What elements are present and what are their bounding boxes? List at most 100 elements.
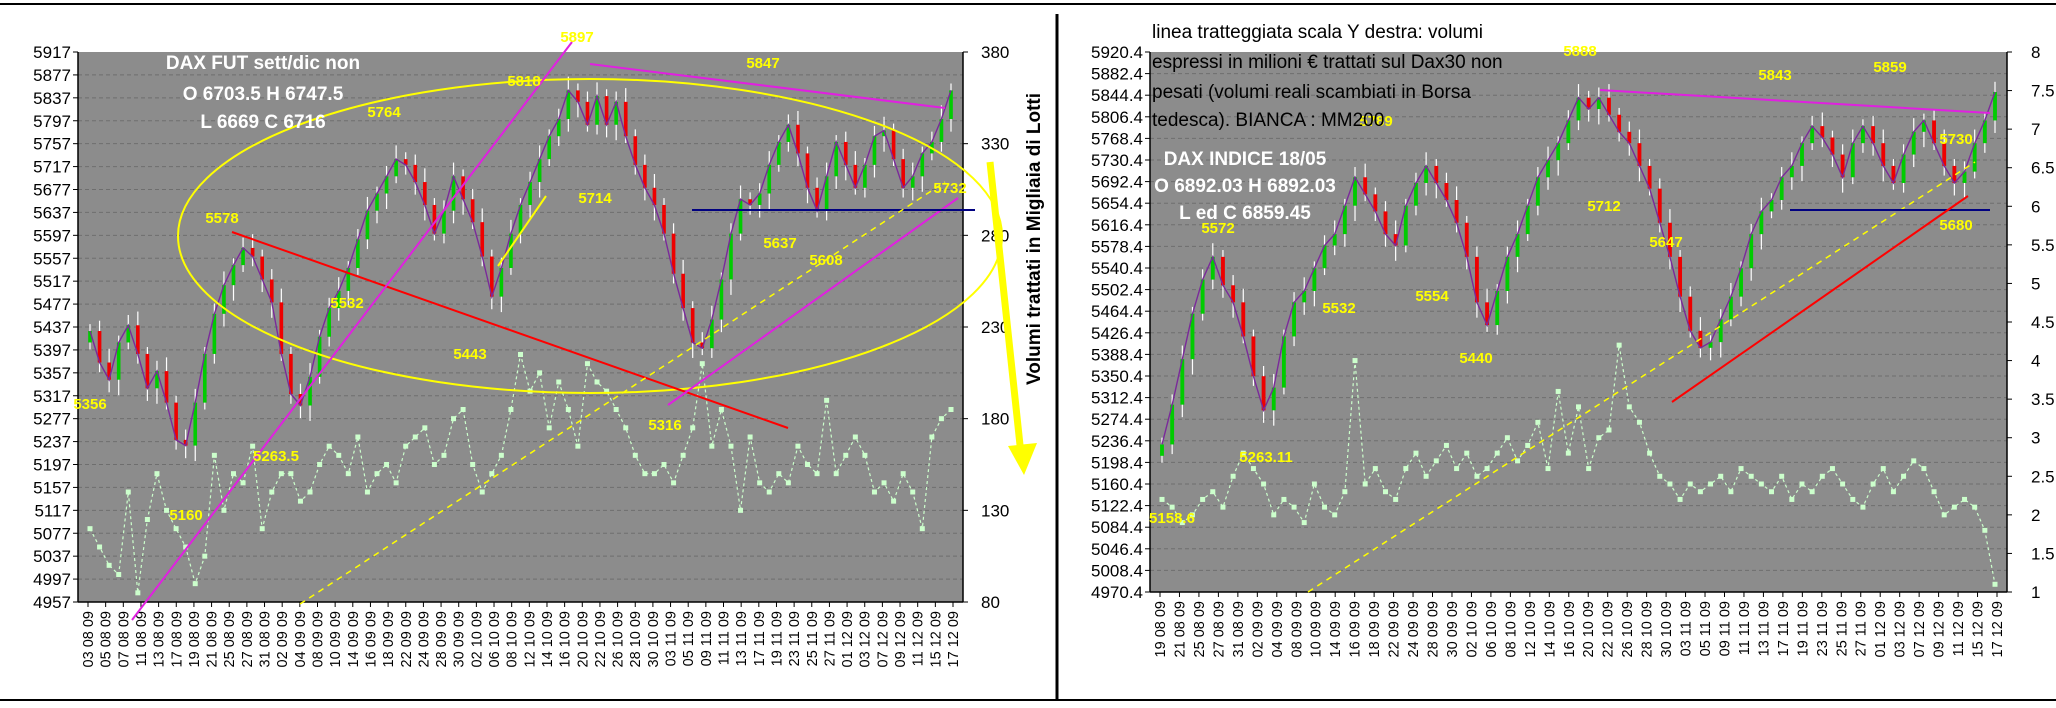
left-volume-point xyxy=(97,544,103,550)
right-volume-point xyxy=(1657,473,1663,479)
right-volume-point xyxy=(1779,473,1785,479)
left-volume-point xyxy=(231,471,236,477)
left-volume-point xyxy=(642,471,648,477)
right-volume-point xyxy=(1962,496,1968,502)
right-volume-point xyxy=(1901,473,1907,479)
right-volume-point xyxy=(1555,388,1561,394)
right-ytick-label: 5350.4 xyxy=(1091,367,1143,386)
right-volume-point xyxy=(1393,496,1399,502)
right-xtick-label: 21 08 09 xyxy=(1172,601,1188,657)
right-xtick-label: 17 12 09 xyxy=(1990,601,2006,657)
right-candle-body xyxy=(1617,114,1622,132)
left-volume-point xyxy=(910,489,916,495)
left-xtick-label: 03 12 09 xyxy=(858,611,874,667)
right-xtick-label: 01 12 09 xyxy=(1873,601,1889,657)
right-candle-body xyxy=(1708,342,1713,348)
left-volume-point xyxy=(508,407,514,412)
right-candle-body xyxy=(1962,171,1967,183)
right-xtick-label: 08 09 09 xyxy=(1289,601,1305,657)
right-volume-point xyxy=(1413,450,1419,456)
right-volume-point xyxy=(1738,466,1744,472)
right-price-annotations: 5888 5843 5859 5789 5730 5712 5647 5680 5572 5554… xyxy=(1149,43,1973,527)
right-rtick-label: 2 xyxy=(2031,506,2040,525)
left-volume-point xyxy=(814,471,820,477)
left-volume-point xyxy=(250,443,256,449)
left-rtick-label: 380 xyxy=(981,43,1009,62)
left-candle-body xyxy=(757,193,762,205)
right-info-line: L ed C 6859.45 xyxy=(1179,203,1311,224)
left-candle-body xyxy=(145,353,150,389)
left-ytick-label: 5797 xyxy=(33,112,71,131)
right-volume-point xyxy=(1230,473,1236,479)
right-candle-body xyxy=(1759,211,1764,235)
right-candle-body xyxy=(1505,256,1510,291)
left-candle-body xyxy=(528,182,532,205)
left-volume-point xyxy=(651,471,657,477)
right-volume-point xyxy=(1169,504,1175,510)
left-candle-body xyxy=(451,176,456,211)
right-volume-point xyxy=(1494,450,1500,456)
right-candle-body xyxy=(1485,302,1490,326)
left-volume-point xyxy=(364,489,370,495)
right-annotation-label: 5888 xyxy=(1563,43,1596,60)
right-candle-body xyxy=(1221,256,1225,286)
right-xtick-label: 27 11 09 xyxy=(1854,601,1870,656)
right-ytick-label: 5160.4 xyxy=(1091,475,1143,494)
right-candle-body xyxy=(1749,234,1754,269)
left-volume-point xyxy=(556,379,562,385)
right-rtick-label: 7 xyxy=(2031,120,2040,139)
right-candle-body xyxy=(1241,302,1246,337)
left-xtick-label: 22 09 09 xyxy=(399,611,415,667)
left-annotation-label: 5847 xyxy=(746,55,779,72)
right-candle-body xyxy=(1302,290,1307,303)
left-right-axis-title: Volumi trattati in Migliaia di Lotti xyxy=(1024,93,1045,385)
right-volume-point xyxy=(1454,466,1460,472)
left-candle-body xyxy=(566,90,571,120)
right-volume-point xyxy=(1464,450,1470,456)
right-xtick-label: 20 10 09 xyxy=(1581,601,1597,657)
left-ytick-label: 4997 xyxy=(33,570,71,589)
right-xtick-label: 11 11 09 xyxy=(1737,601,1753,655)
left-annotation-label: 5532 xyxy=(330,295,363,312)
left-candle-body xyxy=(949,90,953,120)
right-ytick-label: 5616.4 xyxy=(1091,216,1143,235)
left-candle-body xyxy=(786,124,791,142)
right-xtick-label: 06 10 09 xyxy=(1484,601,1500,657)
left-volume-point xyxy=(795,443,801,449)
right-xtick-label: 10 09 09 xyxy=(1309,601,1325,657)
right-xtick-label: 25 08 09 xyxy=(1192,601,1208,657)
big-arrow-shaft xyxy=(986,161,1024,446)
right-candle-body xyxy=(1342,205,1347,235)
right-volume-point xyxy=(1281,496,1287,502)
right-candle-body xyxy=(1474,256,1479,303)
left-info-line: O 6703.5 H 6747.5 xyxy=(183,84,344,105)
right-ytick-label: 5312.4 xyxy=(1091,389,1143,408)
right-annotation-label: 5263.11 xyxy=(1239,449,1292,466)
left-candle-body xyxy=(643,164,647,188)
left-xtick-label: 17 12 09 xyxy=(946,611,962,667)
right-rtick-label: 7.5 xyxy=(2031,82,2055,101)
right-volume-point xyxy=(1972,504,1978,510)
left-candle-body xyxy=(116,342,121,380)
right-volume-point xyxy=(1799,481,1805,487)
right-volume-point xyxy=(1758,481,1764,487)
right-candle-body xyxy=(1271,387,1276,411)
right-candle-body xyxy=(1942,143,1947,166)
right-candle-body xyxy=(1200,279,1205,314)
right-candle-body xyxy=(1403,205,1408,246)
right-ytick-label: 5084.4 xyxy=(1091,518,1143,537)
left-info-box: DAX FUT sett/dic non O 6703.5 H 6747.5 L 6… xyxy=(166,53,360,133)
left-x-axis: 03 08 09 05 08 09 07 08 09 11 08 09 13 08 09… xyxy=(78,601,963,667)
right-candle-body xyxy=(1718,319,1723,343)
left-xtick-label: 27 08 09 xyxy=(240,611,256,667)
left-ytick-label: 5677 xyxy=(33,181,71,200)
right-candle-body xyxy=(1292,302,1296,337)
right-volume-point xyxy=(1535,419,1541,425)
right-candle-body xyxy=(1881,143,1886,166)
right-xtick-label: 16 10 09 xyxy=(1562,601,1578,657)
left-volume-point xyxy=(221,507,227,513)
right-ytick-label: 5274.4 xyxy=(1091,410,1143,429)
left-volume-point xyxy=(747,434,753,440)
right-annotation-label: 5789 xyxy=(1359,113,1392,130)
right-candle-body xyxy=(1281,336,1286,388)
